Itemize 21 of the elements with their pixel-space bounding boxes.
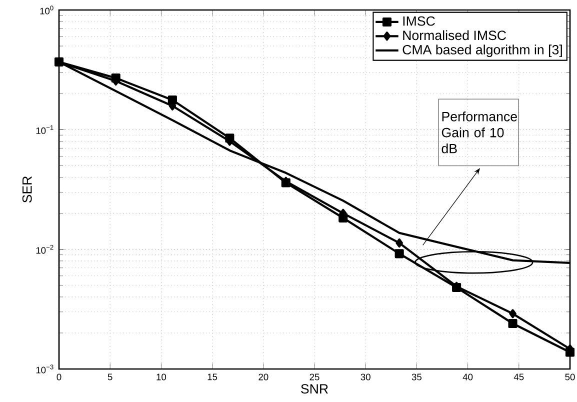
x-tick-label: 40: [462, 374, 473, 380]
x-axis-title: SNR: [301, 384, 328, 394]
y-tick-label: 10$^{−1}$: [36, 125, 54, 134]
annotation: Performance Gain of 10 dB: [442, 112, 517, 154]
x-tick-label: 20: [258, 374, 268, 380]
legend-label: Normalised IMSC: [403, 30, 506, 40]
x-tick-label: 25: [310, 374, 320, 380]
x-tick-label: 5: [108, 374, 112, 380]
y-tick-label: 10$^{0}$: [40, 6, 54, 14]
legend-label: IMSC: [403, 16, 435, 26]
legend-label: CMA based algorithm in [3]: [402, 44, 562, 58]
y-tick-label: 10$^{−2}$: [36, 244, 54, 254]
x-tick-label: 0: [56, 374, 62, 380]
x-tick-label: 50: [565, 374, 575, 380]
x-tick-label: 35: [412, 374, 422, 380]
x-tick-label: 10: [156, 374, 166, 380]
x-tick-label: 30: [360, 374, 370, 380]
x-tick-label: 45: [514, 374, 524, 380]
y-tick-label: 10$^{−3}$: [36, 364, 54, 374]
y-axis-title: SER: [22, 176, 32, 203]
x-tick-label: 15: [208, 374, 218, 380]
